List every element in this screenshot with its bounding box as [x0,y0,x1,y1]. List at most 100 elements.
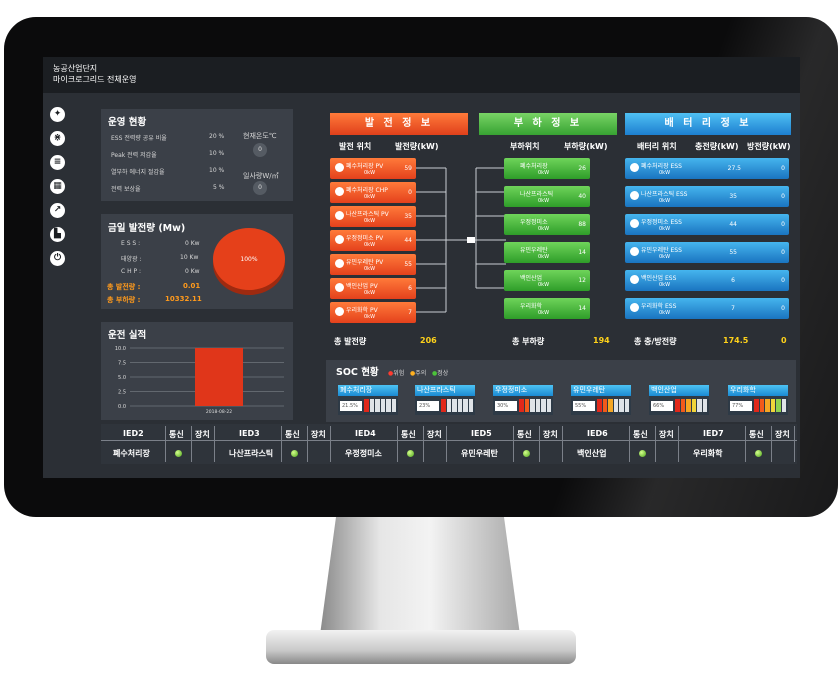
soc-segment [602,399,607,412]
load-row[interactable]: 나산프라스틱 0kW 40 [504,186,590,207]
chp-label: C H P : [121,268,142,275]
cell-divider [539,426,540,462]
soc-item[interactable]: 우리화학 77% [728,385,788,415]
soc-level-bar [441,399,473,412]
comm-header: 통신 [169,430,184,439]
load-row[interactable]: 우리화학 0kW 14 [504,298,590,319]
ops-value: 10 % [209,150,225,157]
fire-icon [335,307,344,316]
load-total-label: 총 부하량 [512,337,545,346]
y-tick-label: 2.5 [118,390,126,396]
record-panel: 운전 실적 10.0 7.5 5.0 2.5 0.0 2018-08-22 [101,322,293,420]
soc-segment [463,399,468,412]
battery-icon [630,275,639,284]
soc-segment [468,399,473,412]
load-total-value: 194 [593,336,610,345]
record-title: 운전 실적 [108,330,147,341]
ess-value: 0 Kw [185,240,200,247]
soc-segment [619,399,624,412]
soc-segment [613,399,618,412]
power-icon[interactable]: ⏻ [50,251,65,266]
soc-segment [608,399,613,412]
soc-segment [524,399,529,412]
cell-divider [281,426,282,462]
gen-row[interactable]: 나산프라스틱 PV 0kW 35 [330,206,416,227]
legend-danger: ●위험 [388,370,405,377]
device-header: 장치 [659,430,674,439]
gen-row[interactable]: 우정정미소 PV 0kW 44 [330,230,416,251]
soc-segment [375,399,380,412]
battery-row[interactable]: 백인산업 ESS 0kW 6 0 [625,270,789,291]
battery-row[interactable]: 유민우레탄 ESS 0kW 55 0 [625,242,789,263]
soc-segment [770,399,775,412]
solar-gen-value: 10 Kw [180,254,199,261]
cell-divider [446,426,447,462]
ops-title: 운영 현황 [108,117,147,128]
chart-icon[interactable]: ↗ [50,203,65,218]
ops-value: 20 % [209,133,225,140]
temperature-gauge: 0 [253,143,267,157]
gen-row[interactable]: 백인산업 PV 0kW 6 [330,278,416,299]
comm-header: 통신 [401,430,416,439]
device-header: 장치 [543,430,558,439]
soc-level-bar [519,399,551,412]
cell-divider [678,426,679,462]
legend-warning: ●주의 [410,370,427,377]
network-icon[interactable]: ⋇ [50,131,65,146]
gen-col1: 발전 위치 [339,142,372,151]
comm-header: 통신 [749,430,764,439]
soc-segment [541,399,546,412]
page-title: 마이크로그리드 전체운영 [53,75,137,84]
sliders-icon[interactable]: ≡ [50,155,65,170]
ops-value: 10 % [209,167,225,174]
battery-icon [630,247,639,256]
gen-row[interactable]: 폐수처리장 PV 0kW 59 [330,158,416,179]
y-tick-label: 0.0 [118,404,126,410]
load-row[interactable]: 백인산업 0kW 12 [504,270,590,291]
load-row[interactable]: 유민우레탄 0kW 14 [504,242,590,263]
comm-header: 통신 [633,430,648,439]
comm-status-dot [523,450,530,457]
screen: 농공산업단지 마이크로그리드 전체운영 ✦ ⋇ ≡ ▦ ↗ ▙ ⏻ 운영 현황 … [43,57,800,478]
comm-status-dot [291,450,298,457]
ops-label: ESS 전력량 공유 비율 [111,135,167,142]
ess-label: E S S : [121,240,141,247]
gen-row[interactable]: 유민우레탄 PV 0kW 55 [330,254,416,275]
soc-item[interactable]: 나산프라스틱 23% [415,385,475,415]
ops-value: 5 % [213,184,225,191]
soc-item[interactable]: 폐수처리장 21.5% [338,385,398,415]
soc-segment [754,399,759,412]
pie-slice [213,228,285,290]
battery-row[interactable]: 우정정미소 ESS 0kW 44 0 [625,214,789,235]
soc-level-bar [597,399,629,412]
gen-row[interactable]: 우리화학 PV 0kW 7 [330,302,416,323]
battery-row[interactable]: 나산프라스틱 ESS 0kW 35 0 [625,186,789,207]
load-row[interactable]: 폐수처리장 0kW 26 [504,158,590,179]
soc-item[interactable]: 유민우레탄 55% [571,385,631,415]
y-tick-label: 5.0 [118,375,126,381]
load-row[interactable]: 우정정미소 0kW 88 [504,214,590,235]
soc-item[interactable]: 우정정미소 30% [493,385,553,415]
x-tick-label: 2018-08-22 [206,409,232,415]
gen-total-label: 총 발전량 [334,337,367,346]
factory-icon[interactable]: ▙ [50,227,65,242]
cell-divider [745,426,746,462]
solar-gauge: 0 [253,181,267,195]
bar-chart: 10.0 7.5 5.0 2.5 0.0 2018-08-22 [115,346,284,415]
gen-row[interactable]: 폐수처리장 CHP 0kW 0 [330,182,416,203]
gamepad-icon[interactable]: ✦ [50,107,65,122]
battery-row[interactable]: 폐수처리장 ESS 0kW 27.5 0 [625,158,789,179]
load-col1: 부하위치 [510,142,540,151]
soc-item[interactable]: 백인산업 66% [649,385,709,415]
bar [195,348,243,406]
soc-segment [765,399,770,412]
device-header: 장치 [775,430,790,439]
load-header: 부 하 정 보 [479,113,617,135]
cell-divider [629,426,630,462]
grid-icon[interactable]: ▦ [50,179,65,194]
fire-icon [335,283,344,292]
soc-level-bar [754,399,786,412]
today-title: 금일 발전량 (Mw) [108,223,186,234]
battery-row[interactable]: 우리화학 ESS 0kW 7 0 [625,298,789,319]
soc-segment [776,399,781,412]
